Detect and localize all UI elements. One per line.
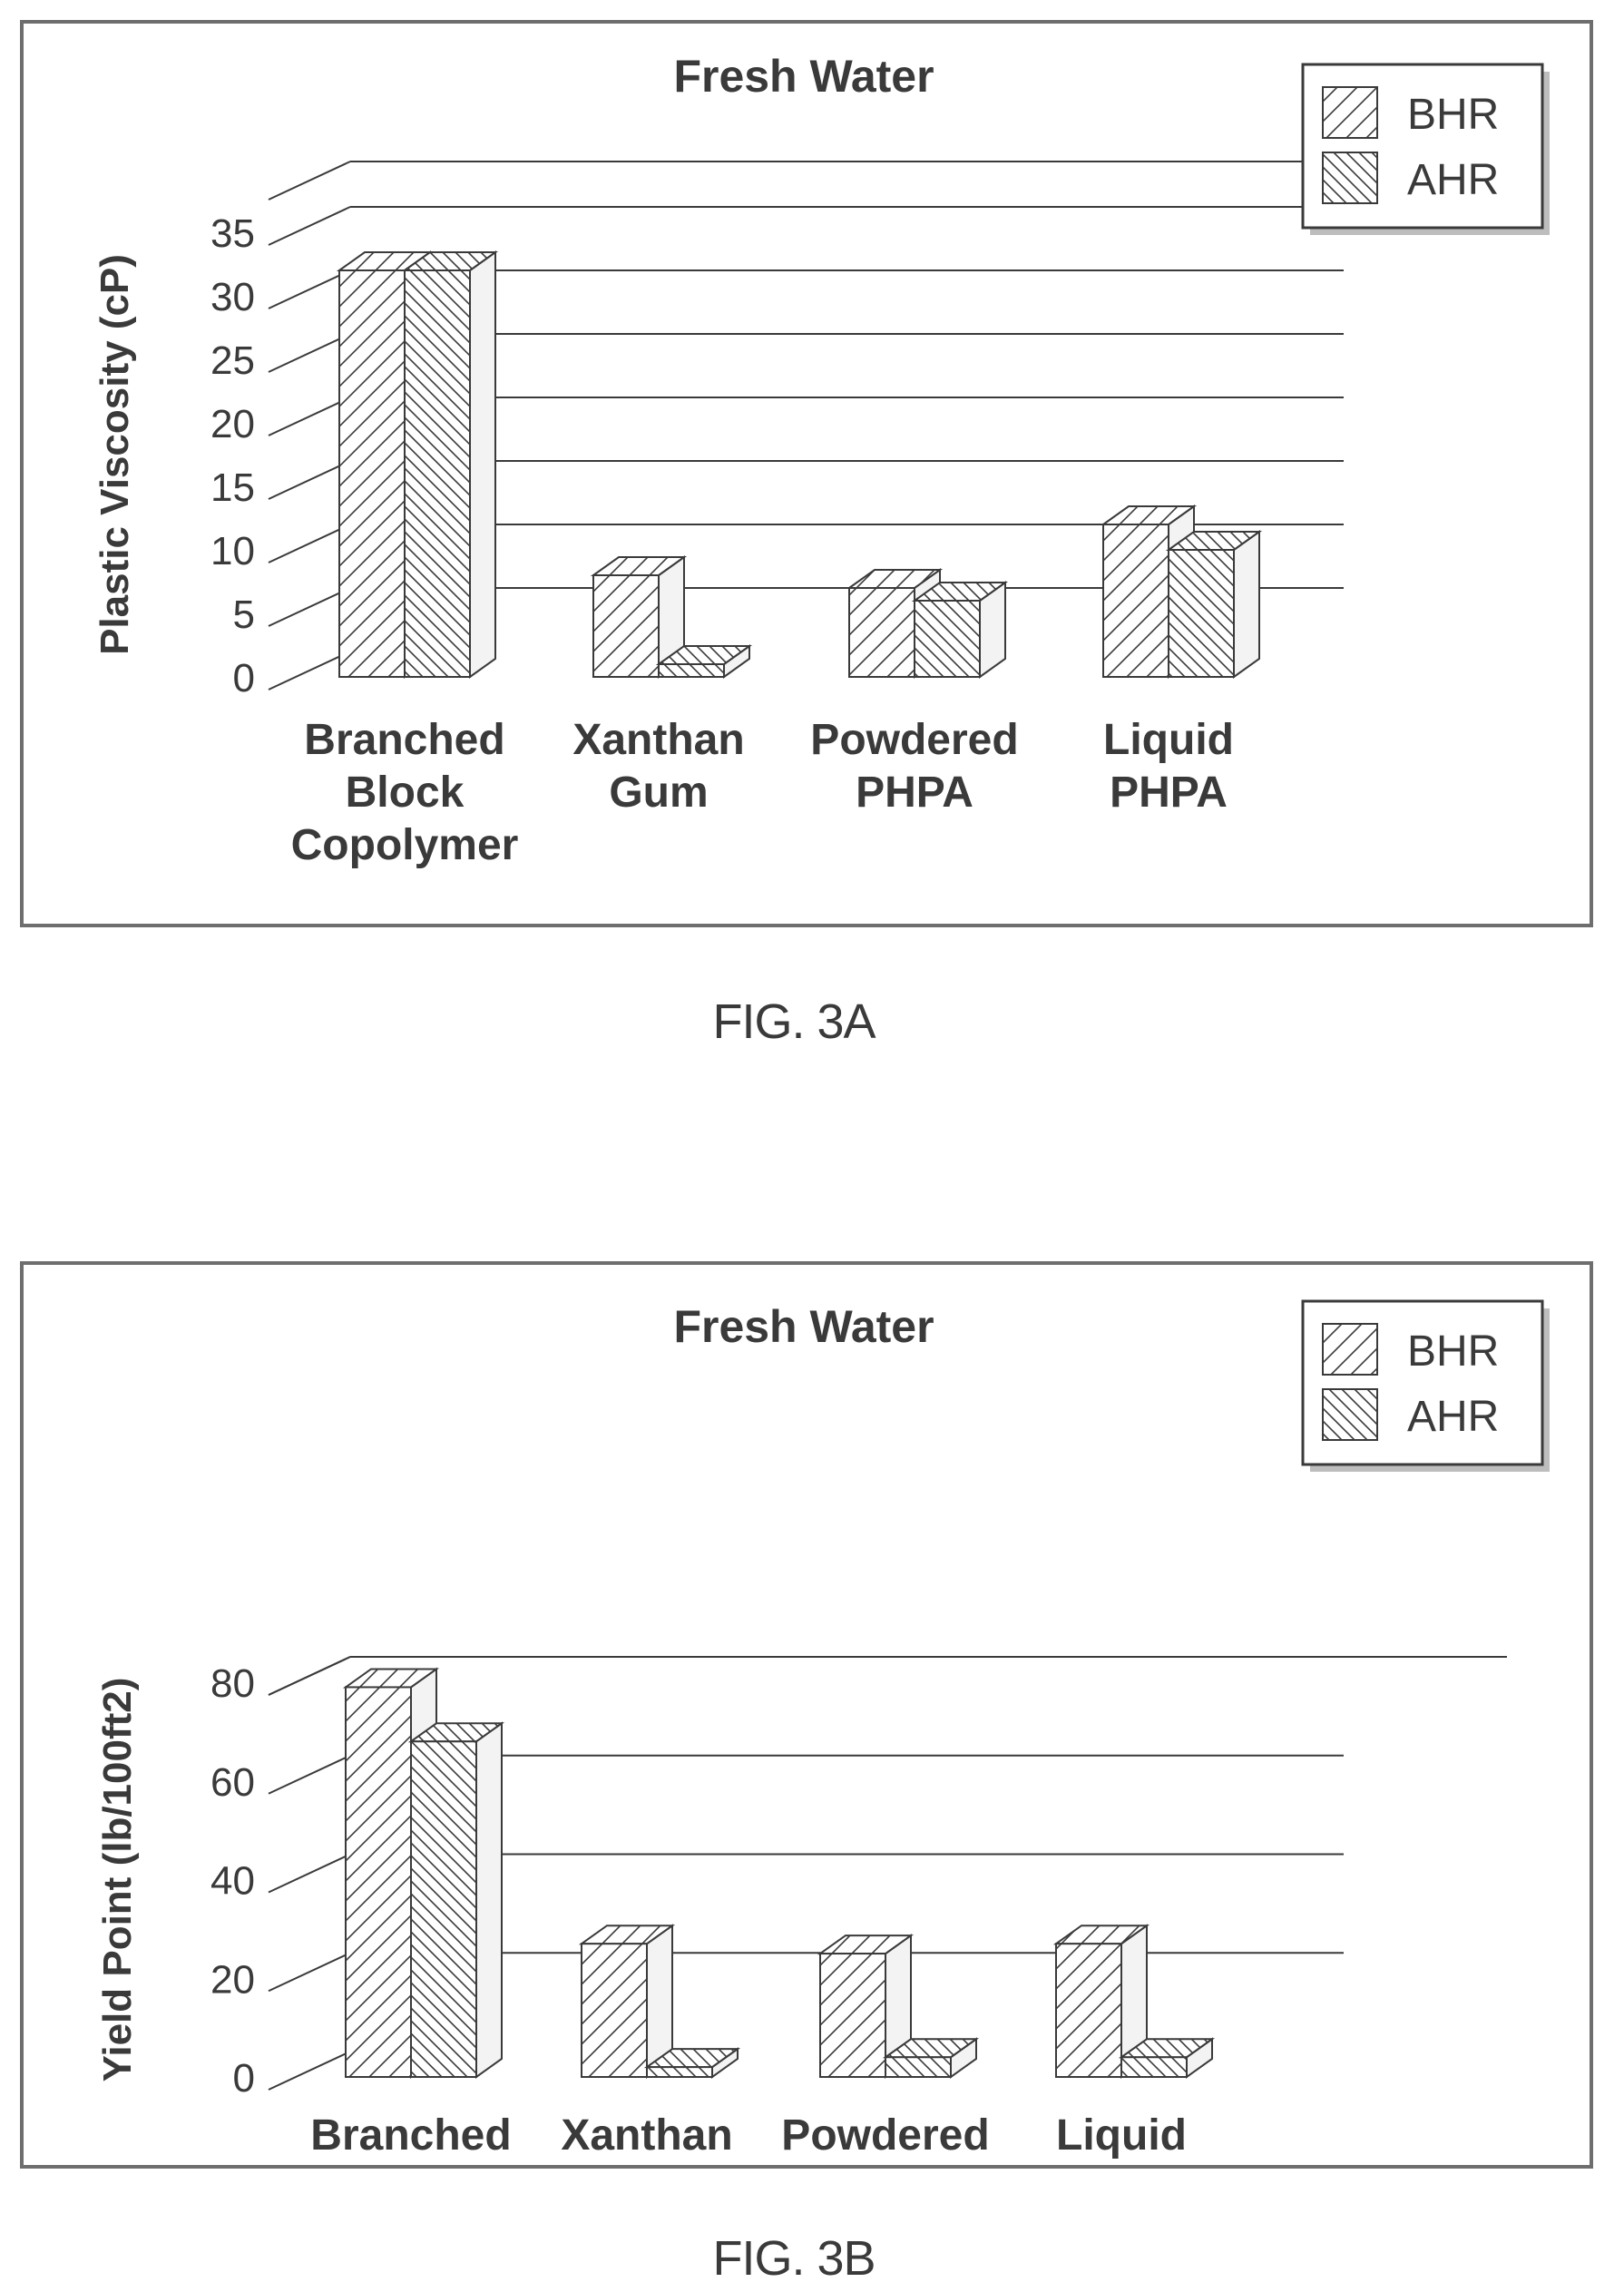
y-axis-label: Yield Point (lb/100ft2) [95, 1678, 140, 2082]
grid-connector [268, 1656, 351, 1696]
bar-front [338, 269, 406, 678]
bar-ahr-0 [401, 250, 499, 679]
y-axis-label: Plastic Viscosity (cP) [93, 254, 137, 655]
bar-front [592, 574, 660, 678]
bar-front [345, 1686, 412, 2078]
x-tick-label: Liquid [1056, 2111, 1187, 2160]
grid-connector [268, 397, 351, 436]
grid-connector [268, 206, 351, 246]
chart-title: Fresh Water [673, 1301, 934, 1352]
bar-front [646, 2066, 713, 2078]
bar-ahr-0 [407, 1721, 505, 2079]
y-tick-label: 0 [233, 656, 255, 700]
y-tick-label: 80 [210, 1661, 255, 1706]
y-tick-label: 60 [210, 1760, 255, 1805]
grid-connector [268, 651, 351, 691]
x-tick-label: PHPA [827, 2164, 944, 2165]
bar-front [1055, 1943, 1122, 2078]
bar-ahr-2 [911, 581, 1009, 679]
y-tick-label: 10 [210, 529, 255, 573]
x-tick-label: Copolymer [291, 821, 519, 869]
figure-caption-3a: FIG. 3A [712, 994, 876, 1049]
x-tick-label: Branched [304, 716, 504, 764]
bar-bhr-3 [1052, 1924, 1150, 2079]
bar-side [1233, 530, 1260, 679]
bar-front [658, 663, 725, 678]
bar-bhr-2 [817, 1934, 915, 2079]
legend-swatch-bhr [1322, 1323, 1378, 1376]
x-tick-label: Powdered [810, 716, 1018, 764]
y-tick-label: 0 [233, 2056, 255, 2101]
grid-connector [268, 161, 351, 201]
bar-chart-yield-point: Fresh Water 0 20 40 60 80 Yield Point (lb/100f… [95, 1299, 1550, 2165]
bar-front [581, 1943, 648, 2078]
x-tick-label: Branched [310, 2111, 511, 2160]
bar-front [1168, 549, 1235, 678]
y-tick-label: 40 [210, 1859, 255, 1904]
chart-panel-fig-3b: Fresh Water 0 20 40 60 80 Yield Point (lb/100f… [20, 1261, 1593, 2169]
x-tick-label: Block [352, 2164, 471, 2165]
bar-ahr-3 [1165, 530, 1263, 679]
bar-side [469, 250, 496, 679]
bar-front [848, 587, 915, 678]
bar-front [819, 1953, 886, 2078]
legend-label-ahr: AHR [1407, 1393, 1499, 1441]
legend-label-ahr: AHR [1407, 156, 1499, 204]
grid-connector [268, 269, 351, 309]
bar-ahr-1 [655, 644, 753, 679]
grid-connector [268, 2051, 351, 2091]
y-tick-label: 5 [233, 593, 255, 637]
bar-side [475, 1721, 503, 2079]
legend-label-bhr: BHR [1407, 1327, 1499, 1376]
x-tick-label: PHPA [856, 769, 973, 817]
y-tick-label: 20 [210, 402, 255, 446]
y-tick-label: 35 [210, 211, 255, 256]
bar-bhr-1 [578, 1924, 676, 2079]
bar-ahr-2 [882, 2037, 980, 2079]
legend-swatch-ahr [1322, 1388, 1378, 1441]
grid-connector [268, 587, 351, 627]
bar-front [914, 600, 981, 678]
y-tick-label: 25 [210, 338, 255, 383]
grid-connector [268, 1952, 351, 1993]
chart-title: Fresh Water [673, 51, 934, 102]
bar-front [410, 1740, 477, 2078]
bar-ahr-3 [1118, 2037, 1216, 2079]
grid-connector [268, 1853, 351, 1894]
bar-chart-plastic-viscosity: Fresh Water 0 5 10 15 20 25 30 35 Plastic Viscosi… [93, 51, 1550, 869]
bar-front [885, 2056, 952, 2078]
y-tick-label: 30 [210, 275, 255, 319]
bar-ahr-1 [643, 2047, 741, 2079]
x-tick-label: Xanthan [572, 716, 744, 764]
bar-front [1102, 524, 1169, 678]
bar-bhr-1 [590, 555, 688, 679]
x-tick-label: Block [346, 769, 465, 817]
x-tick-label: Xanthan [561, 2111, 732, 2160]
grid-connector [268, 524, 351, 563]
x-tick-label: Liquid [1103, 716, 1234, 764]
chart-panel-fig-3a: Fresh Water 0 5 10 15 20 25 30 35 Plastic Viscosi… [20, 20, 1593, 927]
bar-front [404, 269, 471, 678]
grid-connector [268, 460, 351, 500]
figure-caption-3b: FIG. 3B [712, 2231, 876, 2286]
y-tick-label: 20 [210, 1957, 255, 2002]
y-tick-label: 15 [210, 465, 255, 510]
x-tick-label: Gum [609, 769, 708, 817]
x-tick-label: Powdered [781, 2111, 989, 2160]
bar-front [1120, 2056, 1188, 2078]
legend-label-bhr: BHR [1407, 91, 1499, 139]
legend-swatch-bhr [1322, 86, 1378, 139]
x-tick-label: PHPA [1062, 2164, 1180, 2165]
x-tick-label: PHPA [1110, 769, 1228, 817]
x-tick-label: Gum [597, 2164, 696, 2165]
grid-connector [268, 1754, 351, 1795]
legend-swatch-ahr [1322, 152, 1378, 204]
grid-connector [268, 333, 351, 373]
